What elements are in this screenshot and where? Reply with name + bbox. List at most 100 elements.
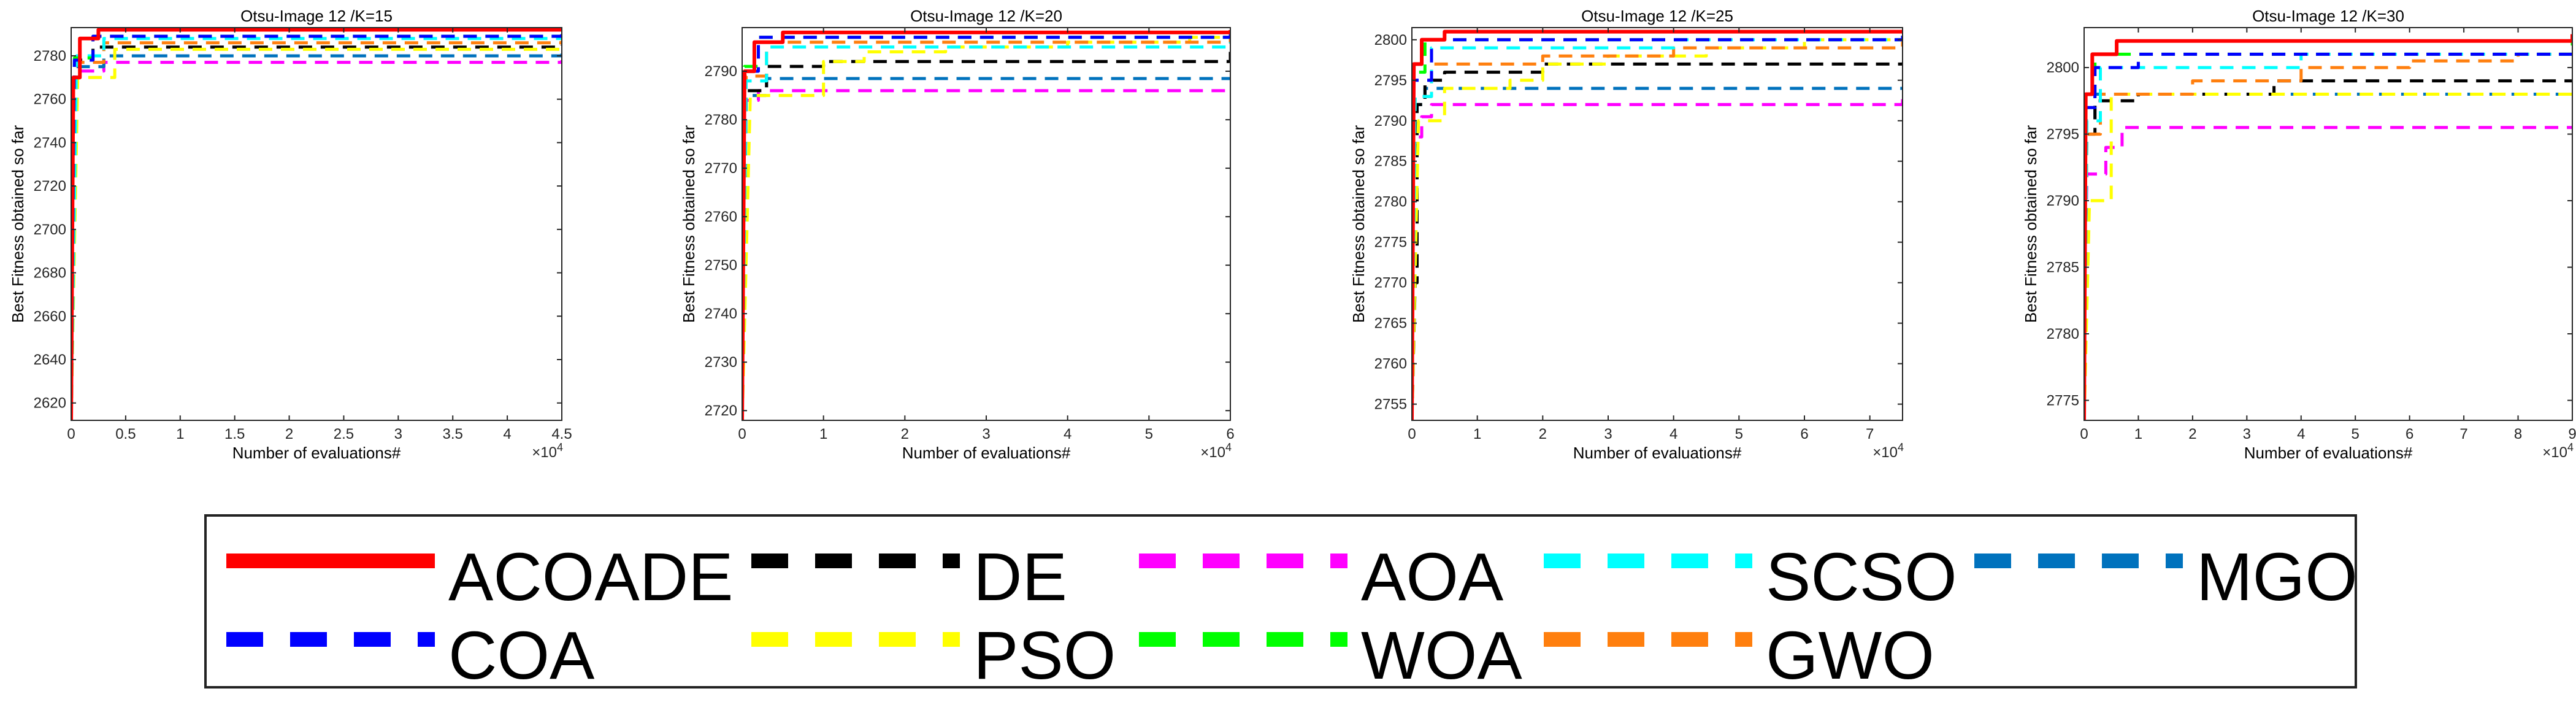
y-tick-label: 2740 xyxy=(705,306,737,322)
x-axis-label: Number of evaluations# xyxy=(232,444,401,462)
series-line-de xyxy=(742,52,1230,420)
series-group xyxy=(742,30,1230,420)
x-tick-label: 0 xyxy=(1408,426,1416,442)
x-tick-label: 8 xyxy=(2514,426,2522,442)
y-tick-label: 2775 xyxy=(1374,234,1407,251)
x-tick-label: 0 xyxy=(2080,426,2088,442)
plot-background xyxy=(742,28,1230,420)
x-tick-label: 4 xyxy=(1669,426,1677,442)
legend-label-woa: WOA xyxy=(1361,618,1522,693)
y-tick-label: 2720 xyxy=(34,178,66,195)
axes-box xyxy=(1411,27,1903,421)
series-line-acoade xyxy=(71,28,562,420)
chart-panel-4: 0 1 2 3 4 5 6 7 8 9 2775 2780 2785 2790 2795 2800 Otsu-I… xyxy=(2022,7,2576,462)
x-tick-label: 6 xyxy=(1226,426,1234,442)
x-axis-label: Number of evaluations# xyxy=(1573,444,1742,462)
chart-title: Otsu-Image 12 /K=15 xyxy=(240,7,393,25)
y-axis-label: Best Fitness obtained so far xyxy=(1349,125,1368,323)
plot-background xyxy=(1412,28,1903,420)
series-group xyxy=(2084,34,2572,420)
x-tick-label: 4 xyxy=(503,426,511,442)
x-tick-label: 6 xyxy=(1800,426,1808,442)
y-tick-label: 2720 xyxy=(705,403,737,419)
x-tick-label: 9 xyxy=(2568,426,2576,442)
x-tick-label: 2 xyxy=(2188,426,2196,442)
x-exponent-label: ×104 xyxy=(532,441,563,461)
legend-label-scso: SCSO xyxy=(1766,539,1957,615)
chart-title: Otsu-Image 12 /K=20 xyxy=(910,7,1062,25)
x-exponent-power: 4 xyxy=(557,441,563,453)
y-tick-label: 2800 xyxy=(2047,60,2079,76)
y-tick-label: 2790 xyxy=(1374,113,1407,129)
legend-item-woa: WOA xyxy=(1139,620,1568,693)
chart-panel-3: 0 1 2 3 4 5 6 7 2755 2760 2765 2770 2775 2780 2785 2790… xyxy=(1349,7,1904,462)
x-tick-label: 7 xyxy=(2459,426,2467,442)
x-tick-label: 5 xyxy=(1735,426,1743,442)
plot-background xyxy=(2084,28,2572,420)
x-tick-label: 5 xyxy=(2352,426,2359,442)
x-tick-label: 3.5 xyxy=(443,426,463,442)
x-axis-label: Number of evaluations# xyxy=(2244,444,2413,462)
y-axis-label: Best Fitness obtained so far xyxy=(680,125,698,323)
legend-label-mgo: MGO xyxy=(2196,539,2358,615)
y-tick-label: 2760 xyxy=(705,209,737,225)
x-tick-label: 0.5 xyxy=(115,426,136,442)
series-group xyxy=(71,28,562,420)
x-tick-label: 0 xyxy=(738,426,746,442)
x-tick-label: 4 xyxy=(1064,426,1071,442)
y-tick-label: 2750 xyxy=(705,257,737,274)
y-tick-label: 2780 xyxy=(1374,194,1407,210)
y-tick-label: 2790 xyxy=(705,63,737,80)
y-tick-label: 2780 xyxy=(705,112,737,128)
legend-item-pso: PSO xyxy=(751,620,1144,693)
x-tick-label: 2.5 xyxy=(334,426,354,442)
legend-label-aoa: AOA xyxy=(1361,539,1504,615)
chart-panel-2: 0 1 2 3 4 5 6 2720 2730 2740 2750 2760 2770 2780 2790 O… xyxy=(680,7,1235,462)
chart-title: Otsu-Image 12 /K=30 xyxy=(2252,7,2404,25)
x-tick-label: 0 xyxy=(67,426,75,442)
x-tick-label: 7 xyxy=(1866,426,1874,442)
x-exponent-label: ×104 xyxy=(1873,441,1904,461)
x-tick-label: 1.5 xyxy=(224,426,245,442)
x-tick-label: 5 xyxy=(1145,426,1153,442)
y-tick-label: 2775 xyxy=(2047,392,2079,409)
y-tick-label: 2620 xyxy=(34,395,66,412)
legend-item-mgo: MGO xyxy=(1974,541,2358,615)
legend-label-de: DE xyxy=(973,539,1067,615)
y-axis-label: Best Fitness obtained so far xyxy=(9,125,27,323)
legend-item-de: DE xyxy=(751,541,1144,615)
y-tick-label: 2800 xyxy=(1374,32,1407,48)
legend-item-gwo: GWO xyxy=(1544,620,1973,693)
y-tick-label: 2755 xyxy=(1374,396,1407,413)
series-line-scso xyxy=(1412,36,1903,420)
legend-item-scso: SCSO xyxy=(1544,541,1973,615)
y-tick-label: 2640 xyxy=(34,352,66,368)
legend-label-gwo: GWO xyxy=(1766,618,1934,693)
y-tick-label: 2680 xyxy=(34,265,66,282)
x-tick-label: 6 xyxy=(2405,426,2413,442)
x-exponent-label: ×104 xyxy=(2542,441,2574,461)
x-exponent-power: 4 xyxy=(1225,441,1232,453)
x-axis-label: Number of evaluations# xyxy=(902,444,1071,462)
x-tick-label: 4 xyxy=(2297,426,2305,442)
x-tick-label: 4.5 xyxy=(551,426,572,442)
series-line-pso xyxy=(1412,36,1903,420)
y-tick-label: 2780 xyxy=(2047,326,2079,342)
charts-area: 0 0.5 1 1.5 2 2.5 3 3.5 4 4.526202640266026802700… xyxy=(9,7,2576,462)
legend-item-coa: COA xyxy=(226,620,656,693)
y-tick-label: 2760 xyxy=(34,91,66,108)
plot-background xyxy=(71,28,562,420)
legend-item-aoa: AOA xyxy=(1139,541,1568,615)
y-tick-label: 2785 xyxy=(1374,153,1407,170)
y-tick-label: 2765 xyxy=(1374,315,1407,332)
x-tick-label: 1 xyxy=(176,426,184,442)
x-tick-label: 2 xyxy=(1539,426,1547,442)
y-axis-label: Best Fitness obtained so far xyxy=(2022,125,2040,323)
legend-label-coa: COA xyxy=(448,618,595,693)
x-tick-label: 3 xyxy=(1604,426,1612,442)
y-tick-label: 2740 xyxy=(34,134,66,151)
chart-title: Otsu-Image 12 /K=25 xyxy=(1581,7,1733,25)
x-exponent-power: 4 xyxy=(2567,441,2574,453)
x-tick-label: 1 xyxy=(2134,426,2142,442)
x-tick-label: 1 xyxy=(819,426,827,442)
